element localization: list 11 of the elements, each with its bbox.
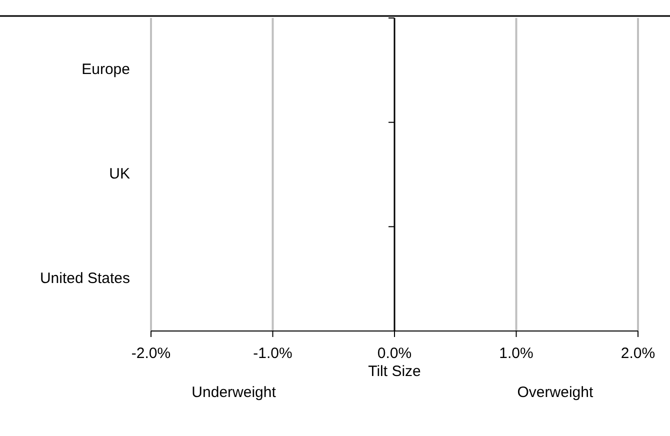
x-tick-label: 2.0% (620, 345, 656, 362)
text: Overweight (517, 384, 594, 401)
y-tick-label: United States (40, 270, 130, 287)
x-tick-label: 0.0% (377, 345, 412, 362)
x-tick-label: -2.0% (131, 345, 171, 362)
y-tick-label: Europe (82, 61, 130, 78)
x-tick-label: 1.0% (499, 345, 534, 362)
text: Underweight (192, 384, 277, 401)
y-tick-label: UK (109, 165, 130, 182)
x-axis-title: Tilt Size (368, 363, 421, 380)
x-tick-label: -1.0% (253, 345, 292, 362)
